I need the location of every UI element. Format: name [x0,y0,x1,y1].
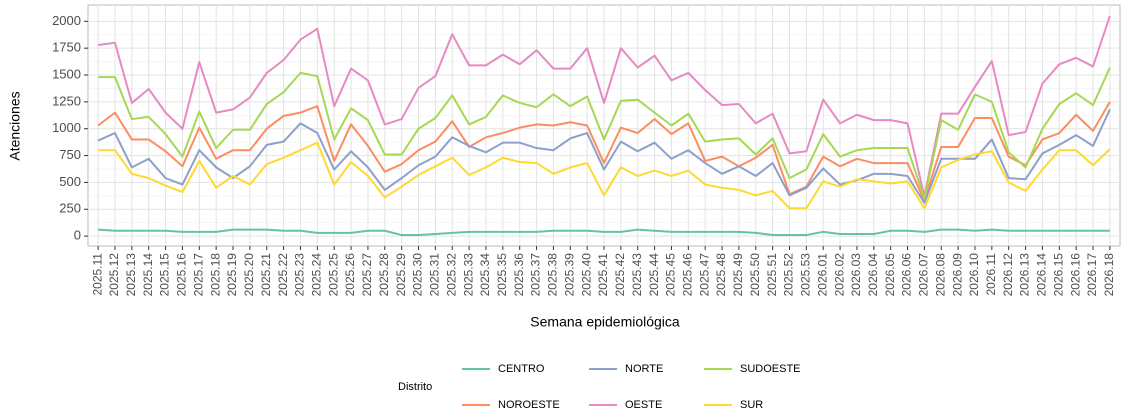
line [97,101,1111,202]
x-tick-label: 2025.29 [394,253,408,297]
y-tick-label: 1750 [52,40,81,55]
x-tick-label: 2025.24 [310,253,324,297]
x-tick-label: 2026.02 [832,253,846,297]
x-tick-label: 2025.22 [276,253,290,297]
x-tick-label: 2025.48 [714,253,728,297]
line [98,228,1110,237]
legend-label: SUR [740,399,763,411]
x-tick-label: 2026.13 [1018,253,1032,297]
y-tick-label: 0 [74,228,81,243]
x-tick-label: 2026.18 [1102,253,1116,297]
x-tick-label: 2025.38 [546,253,560,297]
x-tick-label: 2025.17 [191,253,205,297]
x-tick-label: 2025.11 [90,253,104,296]
x-tick-label: 2025.51 [765,253,779,297]
x-tick-label: 2025.44 [647,253,661,297]
y-tick-label: 1250 [52,93,81,108]
x-tick-label: 2026.04 [866,253,880,297]
x-tick-label: 2026.12 [1001,253,1015,297]
x-tick-label: 2026.16 [1068,253,1082,297]
x-tick-label: 2026.14 [1035,253,1049,297]
x-tick-label: 2025.30 [411,253,425,297]
x-tick-label: 2025.21 [259,253,273,297]
x-tick-label: 2025.26 [343,253,357,297]
x-tick-label: 2025.27 [360,253,374,297]
x-tick-label: 2025.12 [107,253,121,297]
x-tick-label: 2025.25 [326,253,340,297]
line [98,141,1111,210]
legend-label: NORTE [625,363,663,375]
x-tick-label: 2025.19 [225,253,239,297]
x-tick-label: 2025.45 [664,253,678,297]
y-axis-title: Atenciones [7,91,23,160]
y-tick-label: 1500 [52,66,81,81]
x-tick-label: 2025.39 [562,253,576,297]
x-tick-label: 2025.31 [428,253,442,297]
x-tick-label: 2025.40 [579,253,593,297]
x-tick-label: 2025.52 [782,253,796,297]
legend-title: Distrito [398,381,432,393]
legend-label: SUDOESTE [740,363,801,375]
x-tick-label: 2025.37 [529,253,543,297]
x-tick-label: 2025.20 [242,253,256,297]
x-tick-label: 2025.41 [596,253,610,297]
legend-label: OESTE [625,399,662,411]
x-tick-label: 2025.36 [512,253,526,297]
x-tick-label: 2025.46 [680,253,694,297]
x-tick-label: 2026.07 [917,253,931,297]
x-tick-label: 2026.03 [849,253,863,297]
x-tick-label: 2025.28 [377,253,391,297]
x-tick-label: 2025.23 [293,253,307,297]
x-tick-label: 2026.09 [950,253,964,297]
x-tick-label: 2025.15 [158,253,172,297]
x-tick-label: 2025.33 [461,253,475,297]
x-tick-label: 2025.50 [748,253,762,297]
x-tick-label: 2025.43 [630,253,644,297]
y-tick-label: 1000 [52,120,81,135]
line [98,67,1111,200]
legend-label: NOROESTE [498,399,560,411]
x-tick-label: 2025.14 [141,253,155,297]
y-tick-label: 750 [59,147,81,162]
x-tick-label: 2026.11 [984,253,998,296]
x-tick-label: 2026.01 [815,253,829,297]
y-tick-label: 2000 [52,13,81,28]
x-tick-label: 2025.18 [208,253,222,297]
x-tick-label: 2026.08 [933,253,947,297]
x-tick-label: 2026.15 [1051,253,1065,297]
legend-label: CENTRO [498,363,545,375]
x-tick-label: 2026.10 [967,253,981,297]
x-tick-label: 2025.32 [444,253,458,297]
x-tick-label: 2025.16 [175,253,189,297]
line [97,15,1111,198]
x-tick-label: 2025.49 [731,253,745,297]
x-tick-label: 2026.06 [900,253,914,297]
x-tick-label: 2025.53 [799,253,813,297]
x-tick-label: 2025.47 [697,253,711,297]
x-tick-label: 2025.42 [613,253,627,297]
x-tick-label: 2025.34 [478,253,492,297]
x-axis-title: Semana epidemiológica [530,314,680,330]
line [97,108,1111,204]
y-tick-label: 500 [59,174,81,189]
x-tick-label: 2025.35 [495,253,509,297]
x-tick-label: 2026.05 [883,253,897,297]
x-tick-label: 2025.13 [124,253,138,297]
x-tick-label: 2026.17 [1085,253,1099,297]
y-tick-label: 250 [59,201,81,216]
